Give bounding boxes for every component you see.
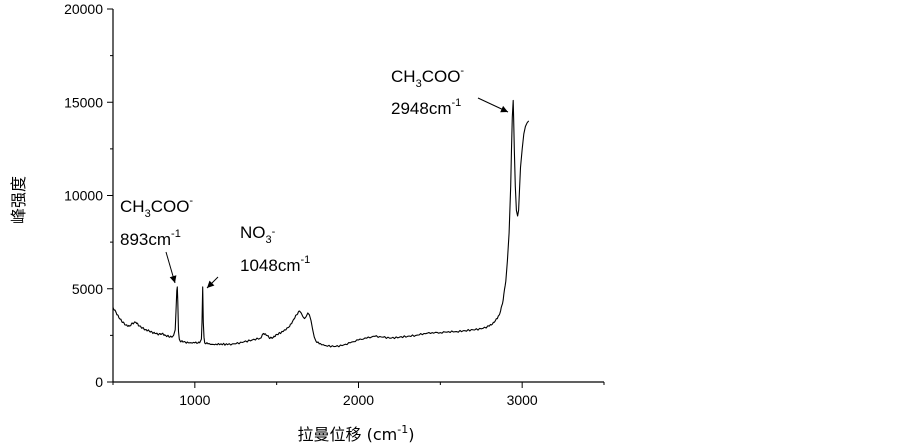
- annotation-wavenumber-label: 2948cm-1: [391, 97, 461, 118]
- x-axis-title: 拉曼位移 (cm-1): [298, 423, 415, 444]
- annotation-nitrate-1048: NO3- 1048cm-1: [206, 223, 310, 289]
- axes: [112, 9, 604, 383]
- annotation-acetate-893: CH3COO- 893cm-1: [120, 195, 193, 284]
- annotation-wavenumber-label: 1048cm-1: [240, 254, 310, 275]
- y-tick-label: 20000: [64, 1, 103, 17]
- annotation-arrowhead: [500, 105, 508, 113]
- x-tick-label: 2000: [343, 392, 374, 408]
- annotation-arrowhead: [169, 275, 177, 283]
- y-tick-label: 10000: [64, 188, 103, 204]
- y-tick-label: 15000: [64, 94, 103, 110]
- y-tick-label: 0: [95, 374, 103, 390]
- annotation-wavenumber-label: 893cm-1: [120, 228, 181, 249]
- y-tick-label: 5000: [72, 281, 103, 297]
- x-tick-label: 1000: [179, 392, 210, 408]
- annotation-species-label: NO3-: [240, 223, 276, 246]
- annotation-species-label: CH3COO-: [391, 65, 464, 90]
- y-axis-title: 峰强度: [9, 176, 28, 224]
- tick-labels: 1000 2000 3000 0 5000 10000 15000 20000: [64, 1, 538, 408]
- spectrum-line: [112, 99, 530, 348]
- annotation-acetate-2948: CH3COO- 2948cm-1: [391, 65, 509, 118]
- annotation-species-label: CH3COO-: [120, 195, 193, 220]
- tick-marks: [107, 8, 605, 388]
- peak-annotations: CH3COO- 893cm-1 NO3- 1048cm-1 CH3COO- 2948cm-…: [120, 65, 509, 289]
- annotation-arrowhead: [207, 280, 215, 288]
- x-tick-label: 3000: [507, 392, 538, 408]
